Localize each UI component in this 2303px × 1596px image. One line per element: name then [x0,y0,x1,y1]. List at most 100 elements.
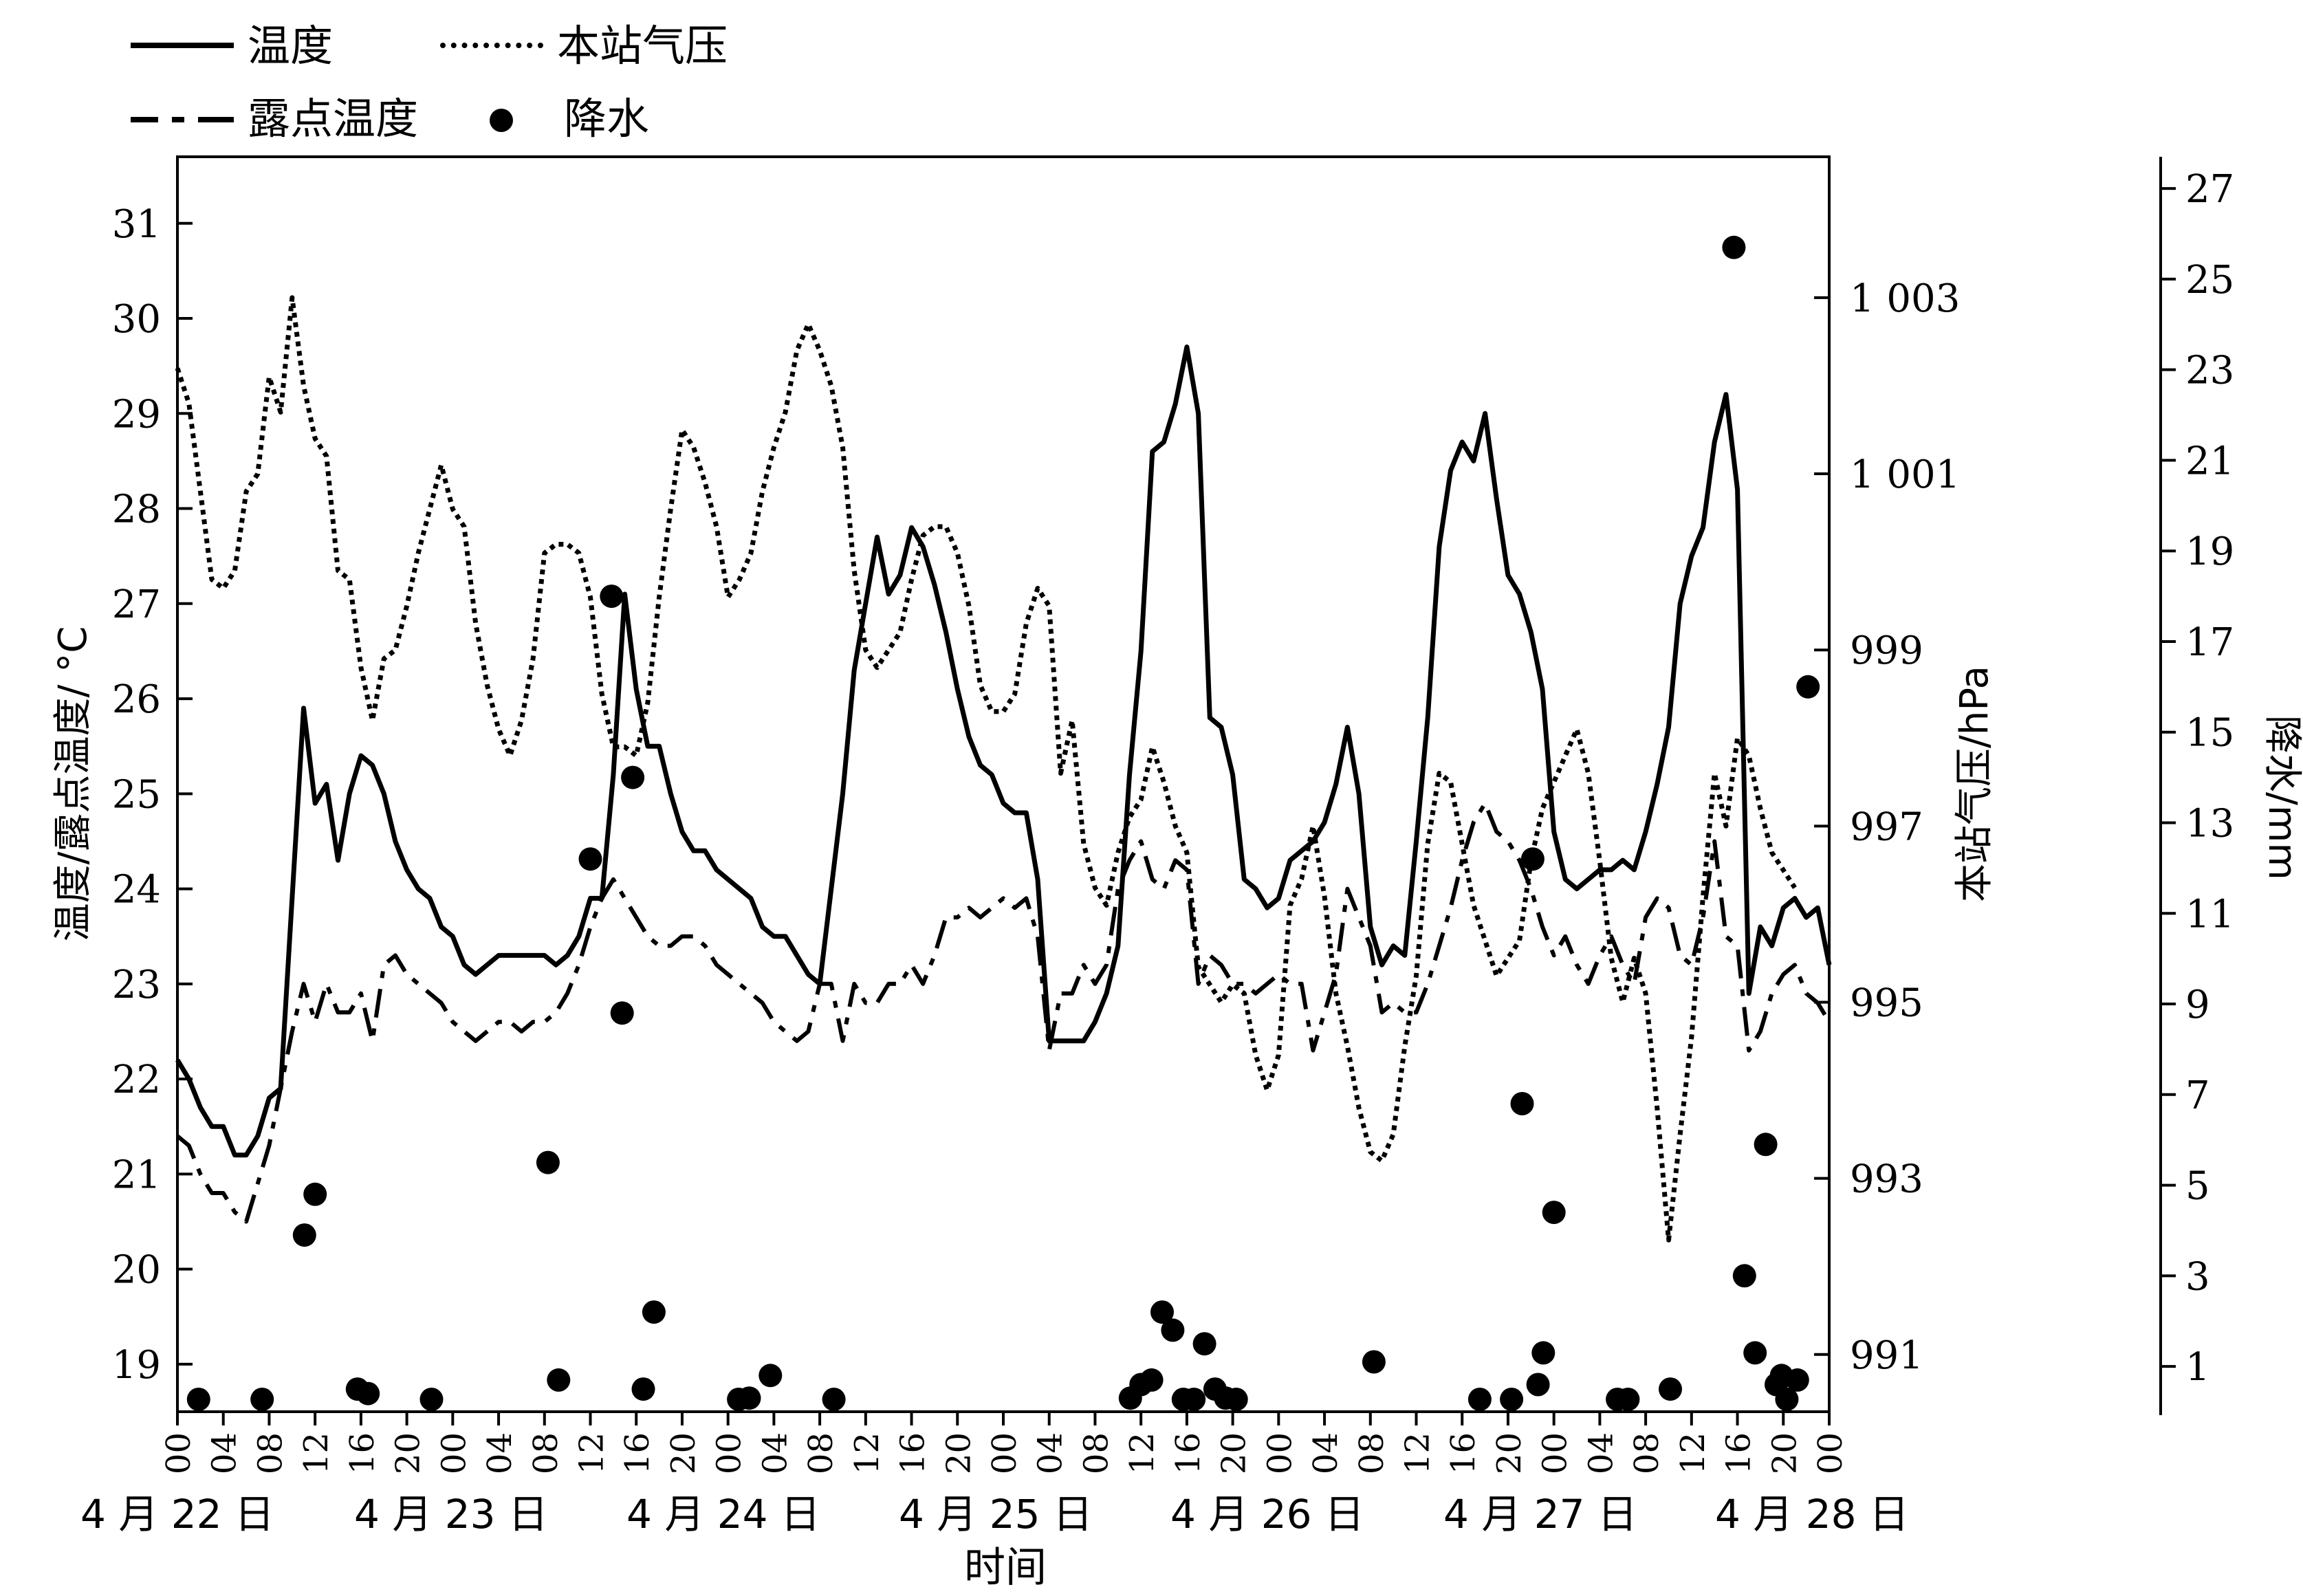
x-tick-label: 00 [1536,1432,1575,1474]
precip-layer [186,235,1820,1411]
series-line-temp [175,345,1832,1158]
precip-point [1510,1092,1534,1115]
precip-tick-label: 13 [2185,802,2234,846]
precip-point [356,1381,380,1406]
x-tick-label: 20 [389,1432,428,1474]
precip-point [1467,1388,1492,1411]
x-tick-label: 00 [160,1432,198,1474]
x-tick-label: 00 [1260,1432,1299,1474]
precip-point [250,1388,274,1411]
precip-point [1192,1332,1216,1356]
left-tick-label: 29 [112,392,161,437]
x-tick-label: 20 [939,1432,978,1474]
x-axis-title: 时间 [964,1544,1047,1592]
series-line-pressure [175,295,1797,1243]
precip-point [536,1150,560,1174]
left-tick-label: 27 [112,582,161,627]
x-tick-label: 04 [481,1432,519,1474]
left-tick-label: 19 [112,1343,161,1388]
x-tick-label: 04 [206,1432,244,1474]
precip-point [1722,235,1746,259]
x-tick-label: 04 [1582,1432,1620,1474]
pressure-tick-label: 1 001 [1850,452,1960,497]
x-tick-label: 00 [985,1432,1024,1474]
day-label: 4 月 23 日 [354,1491,548,1538]
x-tick-label: 12 [1123,1432,1161,1474]
precip-point [600,584,624,609]
x-tick-label: 16 [894,1432,932,1474]
precip-tick-label: 21 [2185,439,2234,483]
x-tick-label: 00 [435,1432,473,1474]
series-line-dew [176,801,1831,1224]
x-tick-label: 08 [802,1432,840,1474]
precip-point [758,1364,783,1388]
precip-point [1161,1318,1185,1342]
plot-frame [176,155,1831,1413]
precip-point [1150,1300,1174,1324]
day-label: 4 月 26 日 [1170,1491,1364,1538]
x-tick-label: 20 [664,1432,703,1474]
x-tick-label: 16 [1169,1432,1208,1474]
precip-point [1754,1133,1778,1157]
left-tick-label: 30 [112,297,161,342]
precip-point [1500,1388,1524,1411]
precip-point [1785,1368,1809,1392]
x-tick-label: 16 [1720,1432,1758,1474]
legend-pressure-swatch [440,43,543,48]
precip-tick-label: 9 [2185,983,2210,1027]
left-tick-label: 24 [112,868,161,912]
precip-tick-label: 3 [2185,1254,2210,1299]
precip-tick-label: 25 [2185,258,2234,303]
x-tick-label: 08 [527,1432,565,1474]
precip-point [1526,1373,1550,1397]
precip-point [610,1001,634,1025]
precip-point [1542,1201,1566,1225]
x-tick-label: 08 [1628,1432,1666,1474]
x-tick-label: 12 [848,1432,886,1474]
left-tick-label: 31 [112,202,161,247]
pressure-axis: 991 993 995 997 999 1 001 1 003 [1814,276,1960,1378]
precip-point [303,1182,327,1206]
precip-point [419,1388,444,1411]
precip-point [1224,1388,1248,1411]
pressure-tick-label: 995 [1850,981,1923,1025]
precip-tick-label: 15 [2185,711,2234,756]
left-tick-label: 28 [112,488,161,532]
x-tick-label: 08 [1353,1432,1391,1474]
precip-point [1362,1350,1386,1374]
precip-tick-label: 27 [2185,167,2234,212]
day-label: 4 月 25 日 [899,1491,1093,1538]
precip-point [1182,1388,1206,1411]
x-tick-label: 08 [251,1432,290,1474]
precip-point [1796,675,1820,699]
x-tick-label: 00 [710,1432,749,1474]
legend-precip-label: 降水 [564,94,650,144]
precip-point [1531,1341,1556,1365]
precip-point [621,765,645,789]
precip-tick-label: 5 [2185,1164,2210,1209]
x-tick-label: 20 [1215,1432,1254,1474]
legend-temp-swatch [131,43,234,48]
time-axis: 00 04 08 12 16 20 00 04 08 12 16 20 00 04 08 12 16 20 00 04… [80,1412,1909,1538]
precip-point [1732,1264,1756,1288]
pressure-tick-label: 999 [1850,628,1923,673]
legend-pressure-label: 本站气压 [557,21,728,71]
x-tick-label: 16 [343,1432,382,1474]
precip-point [1775,1388,1799,1411]
x-tick-label: 12 [1399,1432,1437,1474]
precip-axis-title: 降水/mm [2260,715,2303,880]
left-tick-label: 26 [112,677,161,722]
x-tick-label: 12 [573,1432,611,1474]
left-tick-label: 25 [112,772,161,817]
x-tick-label: 04 [1032,1432,1070,1474]
precip-point [547,1368,571,1392]
day-label: 4 月 28 日 [1715,1491,1909,1538]
day-label: 4 月 27 日 [1443,1491,1637,1538]
precip-tick-label: 23 [2185,349,2234,393]
precip-point [578,847,602,871]
plot-border [176,155,1831,1413]
x-tick-label: 12 [1674,1432,1712,1474]
day-label: 4 月 22 日 [80,1491,274,1538]
